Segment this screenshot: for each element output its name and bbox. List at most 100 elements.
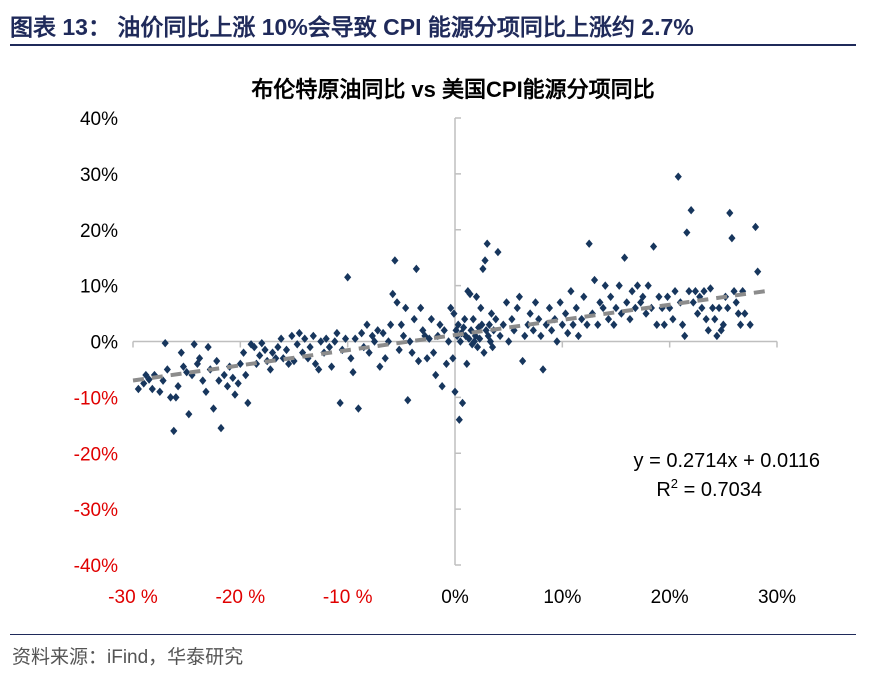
data-point xyxy=(266,365,274,374)
data-point xyxy=(331,337,339,346)
data-point xyxy=(447,303,455,313)
data-point xyxy=(617,309,625,318)
data-point xyxy=(473,342,482,352)
data-point xyxy=(481,256,489,265)
data-point xyxy=(417,303,425,313)
data-point xyxy=(410,314,418,324)
data-point xyxy=(322,334,330,343)
data-point xyxy=(572,303,580,313)
data-point xyxy=(397,320,405,329)
data-point xyxy=(404,395,412,405)
data-point xyxy=(494,247,502,257)
data-point xyxy=(736,320,745,329)
data-point xyxy=(256,351,264,360)
data-point xyxy=(515,292,523,301)
data-point xyxy=(531,298,540,307)
data-point xyxy=(234,379,242,388)
data-point xyxy=(391,256,399,265)
data-point xyxy=(174,382,182,391)
data-point xyxy=(455,415,463,424)
scatter-chart: 布伦特原油同比 vs 美国CPI能源分项同比 -30 % -20 % -10 % 0%… xyxy=(74,77,820,608)
data-point xyxy=(694,309,702,318)
data-point xyxy=(282,345,291,355)
data-point xyxy=(406,337,414,346)
data-point xyxy=(508,314,516,324)
data-point xyxy=(327,362,336,371)
data-point xyxy=(429,348,438,357)
data-point xyxy=(548,326,556,335)
footer-divider xyxy=(10,634,856,635)
data-point xyxy=(685,287,693,296)
data-point xyxy=(713,331,721,341)
y-tick-label: -40% xyxy=(74,556,118,577)
data-point xyxy=(671,287,679,296)
data-point xyxy=(354,404,362,413)
y-tick-label: -20% xyxy=(74,444,118,465)
data-point xyxy=(702,314,710,324)
data-point xyxy=(315,365,323,374)
data-point xyxy=(274,342,282,352)
data-point xyxy=(700,287,708,296)
data-point xyxy=(399,331,408,341)
data-point xyxy=(161,338,169,348)
data-point xyxy=(746,320,754,329)
data-point xyxy=(580,292,588,301)
data-point xyxy=(564,328,572,338)
data-point xyxy=(623,298,631,307)
y-tick-label: 30% xyxy=(80,165,118,186)
data-point xyxy=(709,303,717,313)
data-point xyxy=(374,326,382,335)
data-point xyxy=(156,387,164,396)
data-point xyxy=(505,337,513,346)
data-point xyxy=(477,303,485,313)
data-point xyxy=(163,365,171,374)
data-point xyxy=(519,356,527,366)
axes xyxy=(132,117,778,566)
data-point xyxy=(539,365,547,374)
data-point xyxy=(681,331,689,341)
data-point xyxy=(376,362,384,371)
data-point xyxy=(465,334,473,343)
data-point xyxy=(370,337,379,346)
data-point xyxy=(496,331,504,341)
data-point xyxy=(639,292,647,301)
y-tick-label: 20% xyxy=(80,221,118,242)
data-point xyxy=(236,359,244,369)
data-point xyxy=(449,354,457,363)
data-point xyxy=(642,309,650,318)
data-point xyxy=(483,239,491,248)
data-point xyxy=(751,222,760,232)
data-point xyxy=(365,348,373,357)
data-point xyxy=(480,348,488,357)
data-point xyxy=(545,303,554,313)
y-tick-label: -30% xyxy=(74,500,118,521)
data-point xyxy=(166,393,175,402)
data-point xyxy=(261,345,269,355)
r-squared-superscript: 2 xyxy=(671,476,678,491)
data-point xyxy=(633,281,642,290)
data-point xyxy=(177,348,185,357)
data-point xyxy=(601,281,609,290)
data-point xyxy=(658,303,666,313)
data-point xyxy=(470,337,478,346)
data-point xyxy=(604,314,613,324)
data-point xyxy=(379,328,387,338)
data-point xyxy=(739,287,747,296)
data-point xyxy=(344,273,352,282)
data-point xyxy=(145,375,153,384)
data-point xyxy=(301,334,309,343)
data-point xyxy=(456,337,464,346)
data-point xyxy=(558,320,566,329)
data-point xyxy=(414,356,423,366)
y-tick-label: 40% xyxy=(80,109,118,130)
data-point xyxy=(306,342,314,352)
data-point xyxy=(140,379,148,388)
data-point xyxy=(202,387,210,396)
data-point xyxy=(513,303,521,313)
data-point xyxy=(590,275,599,285)
data-point xyxy=(436,320,444,329)
data-point xyxy=(734,309,742,318)
data-point xyxy=(381,354,389,363)
data-point xyxy=(288,331,296,341)
data-point xyxy=(644,281,652,290)
